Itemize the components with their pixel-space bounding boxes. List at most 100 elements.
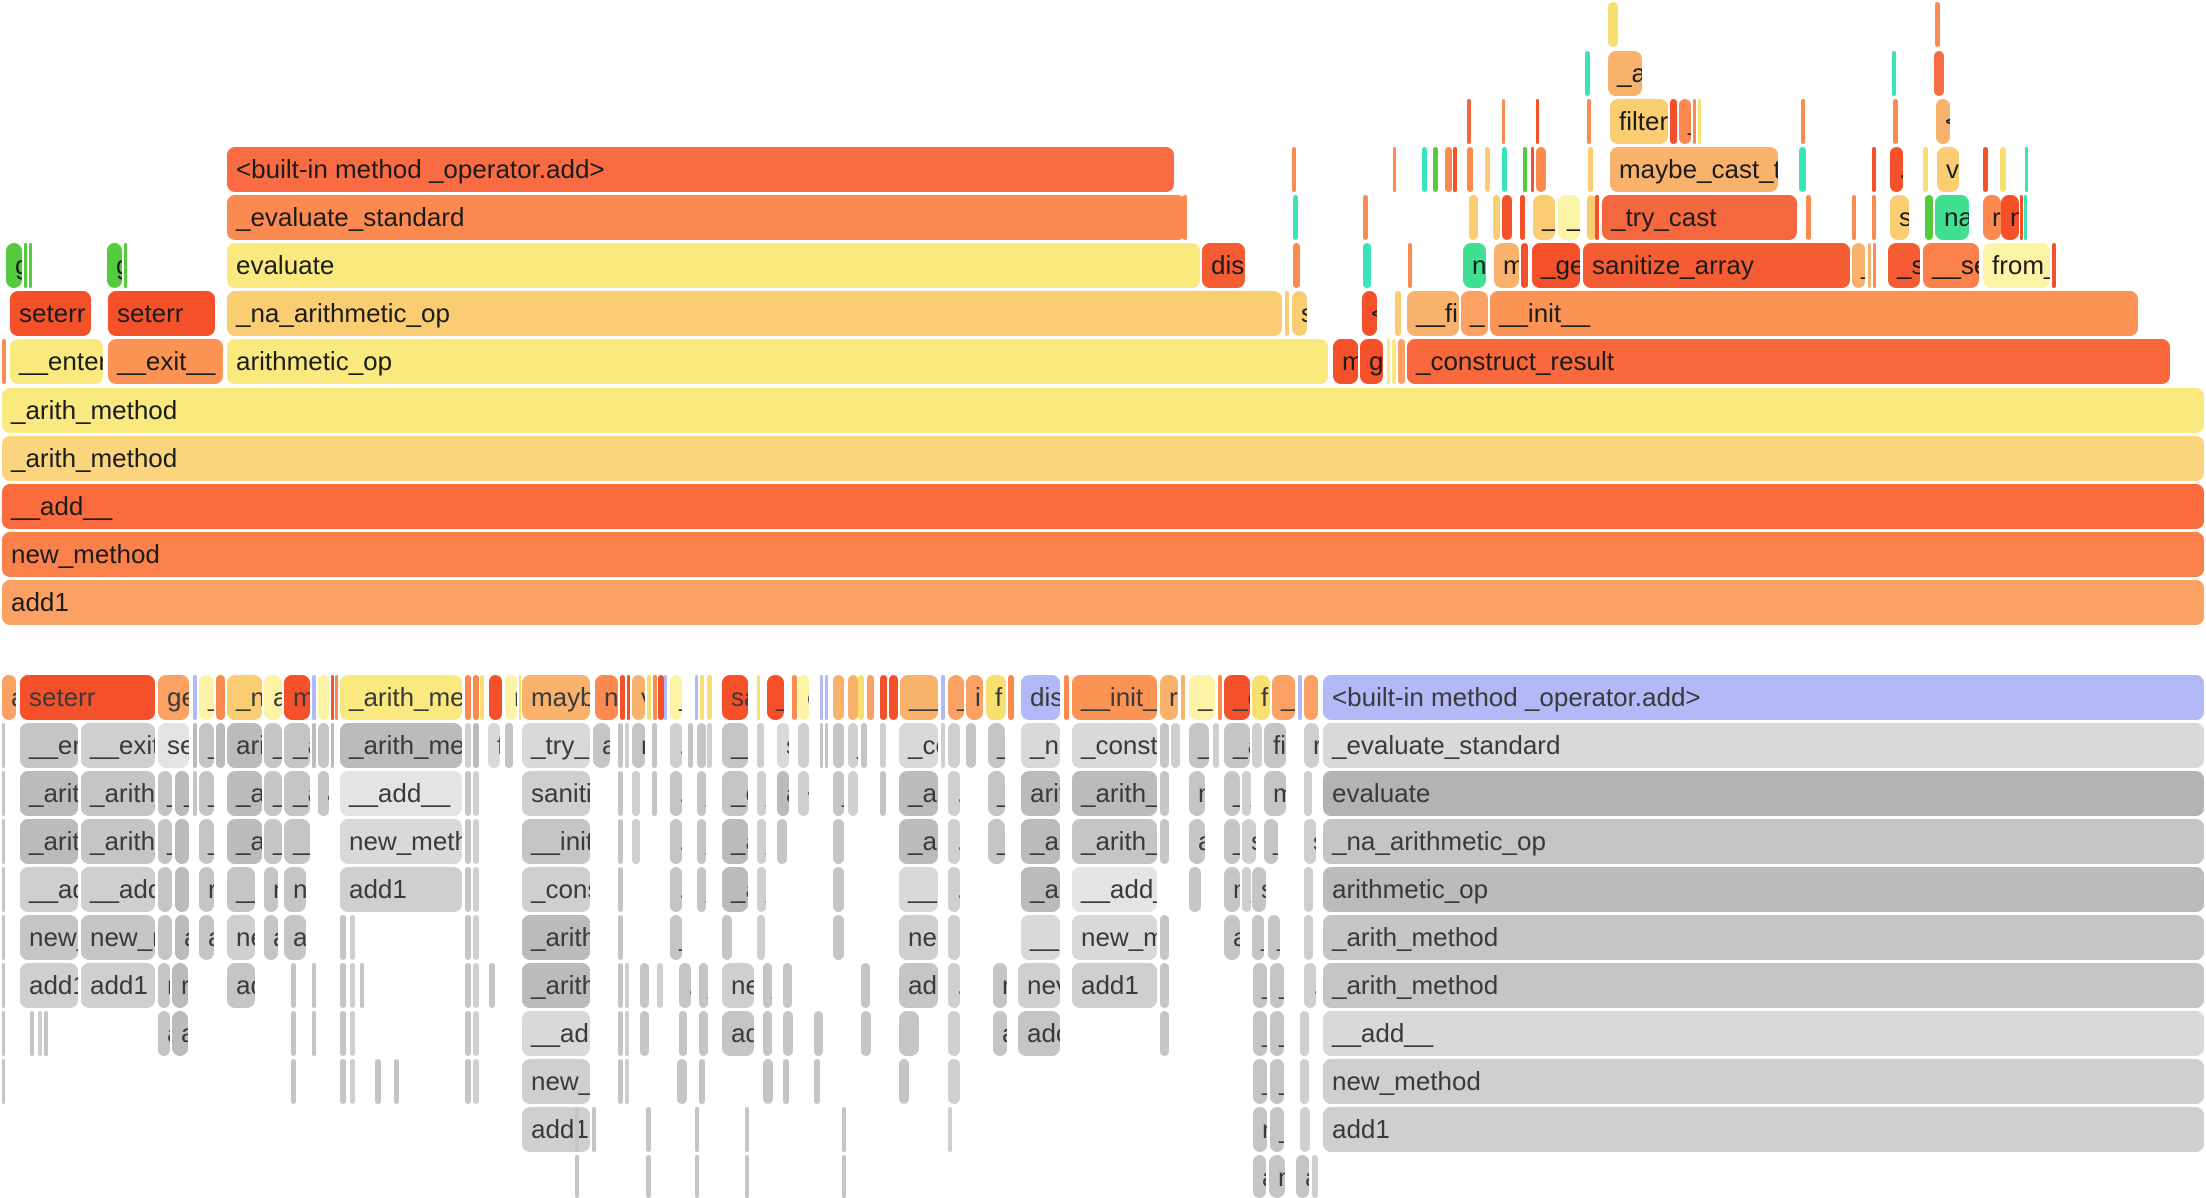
flame-frame[interactable]: n [1269,1155,1285,1198]
flame-frame[interactable]: _arith_method [2,388,2204,433]
flame-frame[interactable]: __init [522,819,590,864]
flame-frame[interactable] [216,723,225,768]
flame-frame[interactable]: a [158,1011,170,1056]
flame-frame[interactable] [360,963,364,1008]
flame-frame[interactable]: _ [1253,1011,1267,1056]
flame-frame[interactable] [618,1059,623,1104]
flame-frame[interactable] [1934,51,1944,96]
flame-frame[interactable]: _a [1224,723,1250,768]
flame-frame[interactable] [1852,195,1856,240]
flame-frame[interactable]: <built-in method _operator.add> [1323,675,2204,720]
flame-frame[interactable]: < [798,771,809,816]
flame-frame[interactable] [1872,195,1876,240]
flame-frame[interactable] [1363,195,1368,240]
flame-frame[interactable]: r [1160,675,1178,720]
flame-frame[interactable]: _construct_result [1407,339,2170,384]
flame-frame[interactable]: va [1937,147,1959,192]
flame-frame[interactable]: . [948,819,960,864]
flame-frame[interactable] [1218,675,1222,720]
flame-frame[interactable]: n [595,675,618,720]
flame-frame[interactable]: arithmetic_op [227,339,1328,384]
flame-frame[interactable]: _a [284,723,310,768]
flame-frame[interactable]: ne [722,963,754,1008]
flame-frame[interactable]: . [833,723,844,768]
flame-frame[interactable] [1872,147,1876,192]
flame-frame[interactable] [1467,147,1473,192]
flame-frame[interactable]: __ [284,819,310,864]
flame-frame[interactable]: _ [848,723,858,768]
flame-frame[interactable]: f [1252,675,1270,720]
flame-frame[interactable]: disp [1202,243,1245,288]
flame-frame[interactable]: add1 [1323,1107,2204,1152]
flame-frame[interactable]: _arith [522,915,590,960]
flame-frame[interactable] [941,675,945,720]
flame-frame[interactable]: _ [264,819,282,864]
flame-frame[interactable]: _ [1461,291,1488,336]
flame-frame[interactable]: __ [722,723,748,768]
flame-frame[interactable] [1395,291,1401,336]
flame-frame[interactable] [291,1011,296,1056]
flame-frame[interactable] [783,1059,789,1104]
flame-frame[interactable] [1393,147,1396,192]
flame-frame[interactable]: __add__ [2,484,2204,529]
flame-frame[interactable] [1502,147,1507,192]
flame-frame[interactable]: sa [722,675,748,720]
flame-frame[interactable]: nev [1018,963,1060,1008]
flame-frame[interactable]: . [1304,915,1313,960]
flame-frame[interactable]: a [763,1059,773,1104]
flame-frame[interactable]: __a [899,867,938,912]
flame-frame[interactable]: _arith_me [340,723,462,768]
flame-frame[interactable] [24,243,27,288]
flame-frame[interactable] [867,675,874,720]
flame-frame[interactable] [657,963,663,1008]
flame-frame[interactable] [2025,147,2028,192]
flame-frame[interactable] [1485,147,1490,192]
flame-frame[interactable] [1293,243,1300,288]
flame-frame[interactable]: __ [227,867,255,912]
flame-frame[interactable] [664,675,667,720]
flame-frame[interactable]: _cons [522,867,590,912]
flame-frame[interactable]: _ [833,771,844,816]
flame-frame[interactable] [707,723,712,768]
flame-frame[interactable] [948,915,960,960]
flame-frame[interactable]: n [1253,1107,1267,1152]
flame-frame[interactable]: _a [284,771,310,816]
flame-frame[interactable] [1531,147,1534,192]
flame-frame[interactable] [340,1011,346,1056]
flame-frame[interactable]: __exit_ [81,723,155,768]
flame-frame[interactable] [652,723,657,768]
flame-frame[interactable]: evaluate [227,243,1200,288]
flame-frame[interactable] [1453,147,1457,192]
flame-frame[interactable] [620,675,625,720]
flame-frame[interactable]: __enter__ [10,339,103,384]
flame-frame[interactable]: new_method [1323,1059,2204,1104]
flame-frame[interactable]: <built-in method _operator.add> [227,147,1174,192]
flame-frame[interactable] [1304,771,1312,816]
flame-frame[interactable] [1433,147,1438,192]
flame-frame[interactable]: _ [1679,99,1691,144]
flame-frame[interactable]: _ [1253,963,1267,1008]
flame-frame[interactable]: _evaluate_standard [227,195,1186,240]
flame-frame[interactable]: ne [284,867,306,912]
flame-frame[interactable] [1502,195,1512,240]
flame-frame[interactable]: a [199,915,214,960]
flame-frame[interactable] [941,723,945,768]
flame-frame[interactable]: _arith [522,963,590,1008]
flame-frame[interactable]: r [763,1011,772,1056]
flame-frame[interactable]: _ [1558,195,1580,240]
flame-frame[interactable]: g [6,243,22,288]
flame-frame[interactable]: __a [1021,915,1060,960]
flame-frame[interactable] [618,819,623,864]
flame-frame[interactable]: _a [1608,51,1642,96]
flame-frame[interactable] [842,1107,846,1152]
flame-frame[interactable]: n [1224,867,1240,912]
flame-frame[interactable]: a [318,771,329,816]
flame-frame[interactable]: . [948,771,960,816]
flame-frame[interactable] [825,675,828,720]
flame-frame[interactable] [652,771,657,816]
flame-frame[interactable] [695,1107,699,1152]
flame-frame[interactable]: seterr [10,291,91,336]
flame-frame[interactable] [1008,675,1014,720]
flame-frame[interactable] [858,675,864,720]
flame-frame[interactable]: s [1304,819,1316,864]
